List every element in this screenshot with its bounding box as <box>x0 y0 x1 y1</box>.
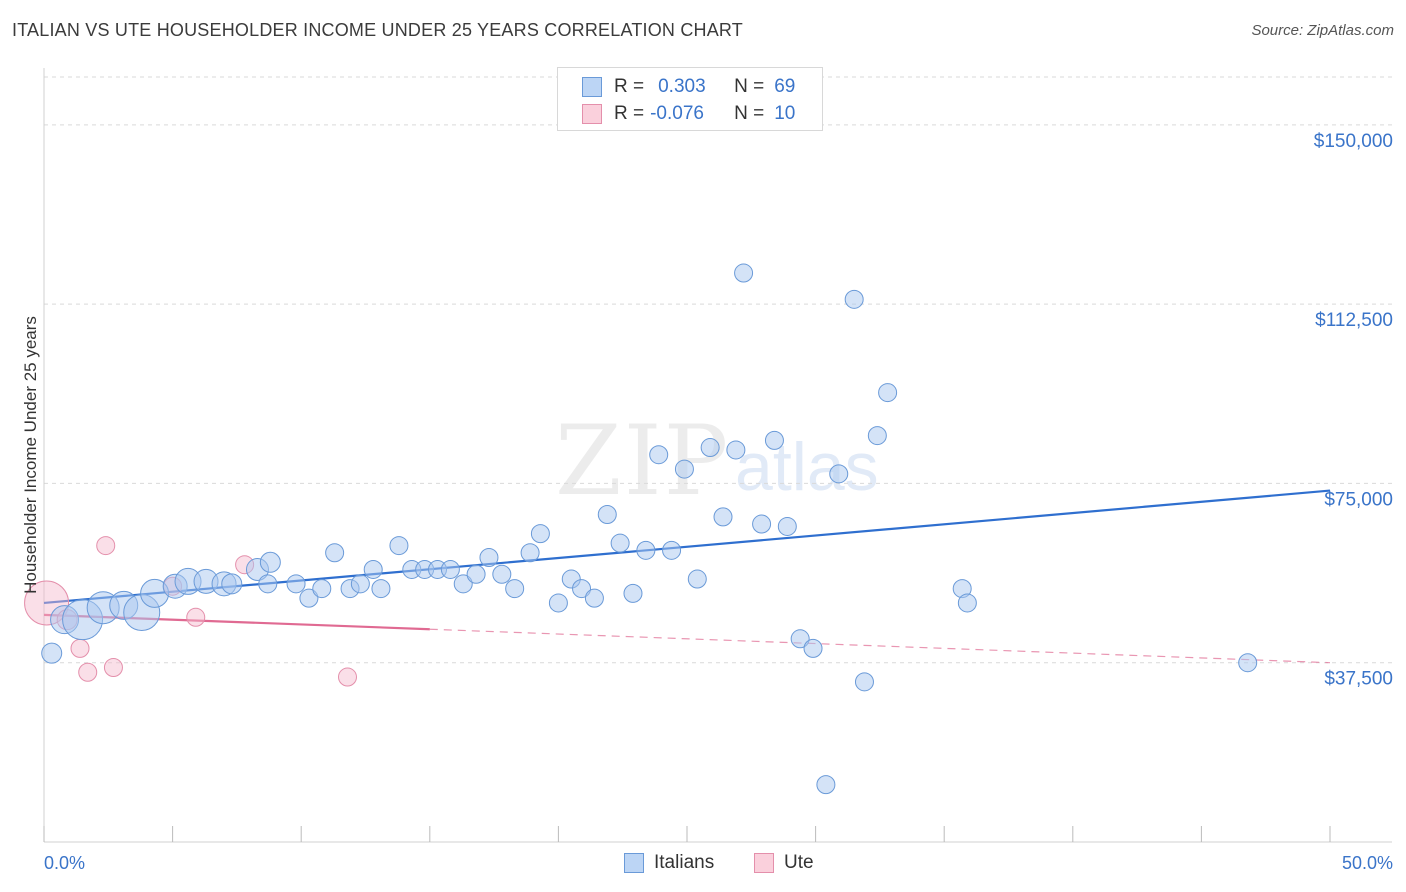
italian-point-50 <box>734 263 754 283</box>
ute-point-3 <box>78 662 98 682</box>
italian-point-46 <box>687 569 707 589</box>
italian-point-57 <box>829 464 849 484</box>
italian-point-11 <box>221 573 243 595</box>
italian-point-61 <box>878 383 898 403</box>
watermark-zip: ZIP <box>555 405 731 517</box>
x-ticks <box>43 826 1331 842</box>
y-tick-label-2: $112,500 <box>1315 310 1393 331</box>
chart-title: ITALIAN VS UTE HOUSEHOLDER INCOME UNDER … <box>12 20 744 40</box>
italian-point-53 <box>777 516 797 536</box>
legend-row-italians: R = 0.303 N = 69 <box>582 74 795 100</box>
italian-point-40 <box>610 533 630 553</box>
ute-point-2 <box>70 638 90 658</box>
italian-point-52 <box>764 430 784 450</box>
correlation-legend: R = 0.303 N = 69 R = -0.076 N = 10 <box>557 67 823 131</box>
italian-point-44 <box>662 540 682 560</box>
italian-point-41 <box>623 583 643 603</box>
ute-point-9 <box>337 667 357 687</box>
italian-point-64 <box>1238 653 1258 673</box>
ute-n-label: N = <box>734 103 765 124</box>
source-label: Source: ZipAtlas.com <box>1251 22 1394 39</box>
italian-point-49 <box>726 440 746 460</box>
italian-point-31 <box>492 564 512 584</box>
italian-point-13 <box>259 551 281 573</box>
y-axis-title: Householder Income Under 25 years <box>21 316 40 594</box>
y-tick-label-3: $150,000 <box>1314 131 1393 152</box>
italian-points <box>41 263 1258 795</box>
italian-point-20 <box>350 574 370 594</box>
ute-point-7 <box>186 607 206 627</box>
ute-swatch <box>582 104 602 124</box>
italians-r-label: R = <box>614 76 645 97</box>
italian-point-28 <box>453 574 473 594</box>
ute-point-5 <box>103 657 123 677</box>
italian-point-54 <box>790 629 810 649</box>
italian-point-38 <box>584 588 604 608</box>
ute-legend-label: Ute <box>784 852 814 873</box>
italian-point-58 <box>844 289 864 309</box>
italian-point-47 <box>700 438 720 458</box>
legend-row-ute: R = -0.076 N = 10 <box>582 101 795 127</box>
italian-point-45 <box>674 459 694 479</box>
italian-point-15 <box>286 574 306 594</box>
watermark-atlas: atlas <box>735 429 879 505</box>
italian-point-63 <box>957 593 977 613</box>
italian-point-18 <box>325 543 345 563</box>
italians-legend-swatch <box>624 853 644 873</box>
y-tick-labels: $37,500 $75,000 $112,500 $150,000 <box>1314 131 1393 690</box>
italian-point-14 <box>258 574 278 594</box>
italian-point-23 <box>389 536 409 556</box>
italian-point-29 <box>466 564 486 584</box>
italian-point-51 <box>752 514 772 534</box>
italian-point-0 <box>41 642 63 664</box>
y-tick-label-0: $37,500 <box>1324 669 1393 690</box>
ute-n-value: 10 <box>774 103 796 124</box>
italian-point-43 <box>649 445 669 465</box>
gridlines <box>44 76 1392 664</box>
italian-point-33 <box>520 543 540 563</box>
italian-point-16 <box>299 588 319 608</box>
series-legend: Italians Ute <box>0 852 1406 876</box>
italian-point-32 <box>505 579 525 599</box>
ute-point-4 <box>96 536 116 556</box>
ute-trend-line-2 <box>429 628 1331 664</box>
ute-r-label: R = <box>614 103 645 124</box>
italian-point-42 <box>636 540 656 560</box>
italian-point-37 <box>572 579 592 599</box>
italians-r-value: 0.303 <box>658 76 706 97</box>
legend-item-ute[interactable]: Ute <box>754 852 814 874</box>
italian-point-30 <box>479 548 499 568</box>
italian-point-60 <box>867 426 887 446</box>
italian-point-22 <box>371 579 391 599</box>
italians-legend-label: Italians <box>654 852 715 873</box>
italian-point-59 <box>854 672 874 692</box>
italians-n-label: N = <box>734 76 765 97</box>
italian-point-34 <box>530 524 550 544</box>
ute-r-value: -0.076 <box>650 103 704 124</box>
italian-point-17 <box>312 579 332 599</box>
italian-point-35 <box>548 593 568 613</box>
italian-point-21 <box>363 559 383 579</box>
x-tick-label-end: 50.0% <box>1342 853 1393 873</box>
y-tick-label-1: $75,000 <box>1324 489 1393 510</box>
italians-n-value: 69 <box>774 76 796 97</box>
italian-point-55 <box>803 638 823 658</box>
italians-swatch <box>582 77 602 97</box>
legend-item-italians[interactable]: Italians <box>624 852 714 874</box>
italian-point-39 <box>597 504 617 524</box>
ute-legend-swatch <box>754 853 774 873</box>
italian-point-48 <box>713 507 733 527</box>
italian-point-56 <box>816 775 836 795</box>
italian-point-27 <box>440 559 460 579</box>
x-tick-label-start: 0.0% <box>44 853 85 873</box>
